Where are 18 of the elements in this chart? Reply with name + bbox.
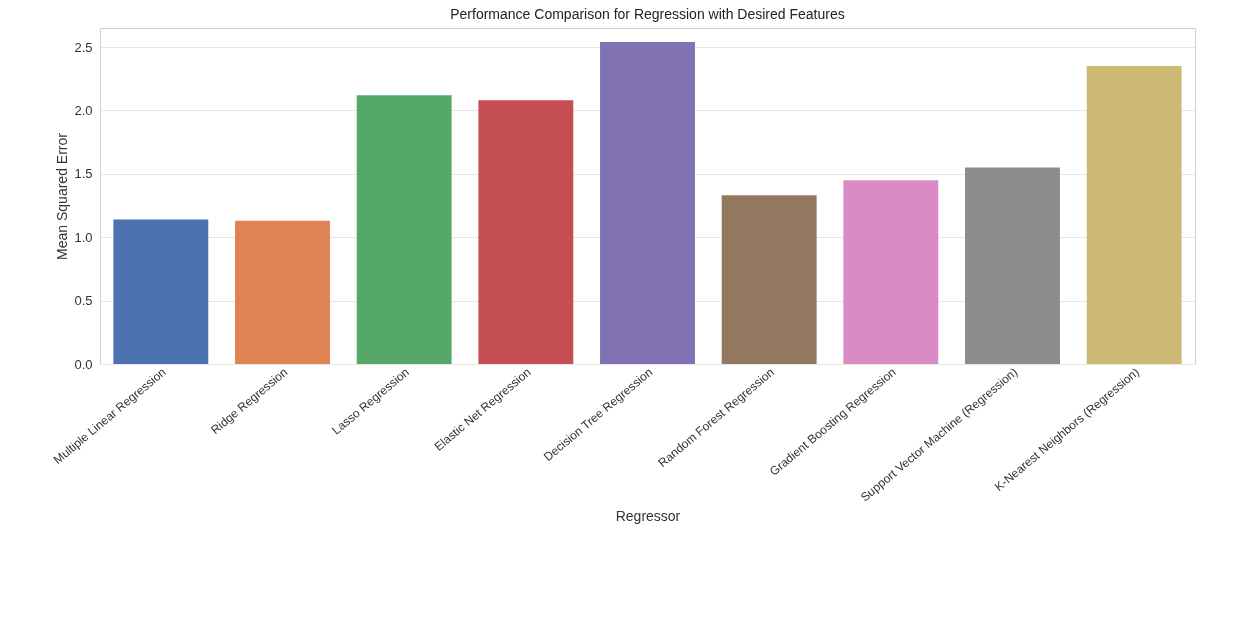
y-tick-label: 2.0 [74,102,93,118]
y-tick-label: 0.5 [74,293,93,309]
bar [965,167,1060,364]
bar [356,95,452,364]
bar [721,195,817,364]
bar [600,41,695,364]
y-axis-title: Mean Squared Error [54,132,71,260]
y-tick-label: 0.0 [74,356,93,372]
bar [478,100,574,364]
bar [1086,66,1182,364]
y-tick-label: 2.5 [74,39,93,55]
y-tick-label: 1.5 [74,166,93,182]
bar [113,219,209,364]
bar [235,220,330,364]
bar [843,180,939,364]
chart-title: Performance Comparison for Regression with Desired Features [450,6,845,22]
y-tick-label: 1.0 [74,229,93,245]
x-axis-title: Regressor [615,507,681,524]
